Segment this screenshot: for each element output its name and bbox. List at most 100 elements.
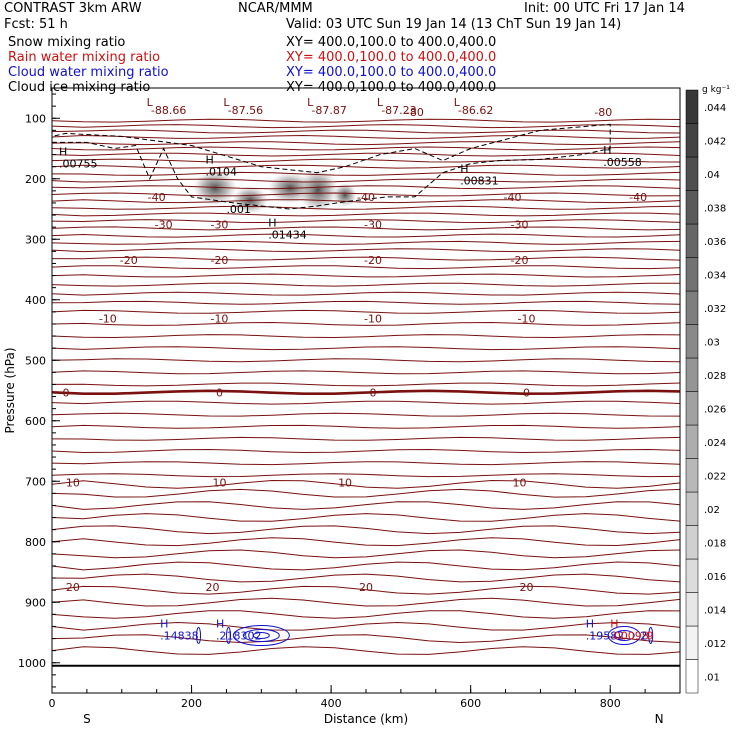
legend-rain-label: Rain water mixing ratio bbox=[8, 50, 161, 65]
temp-label-6-0: 10 bbox=[66, 476, 80, 489]
legend-snow-xy: XY= 400.0,100.0 to 400.0,400.0 bbox=[286, 35, 497, 50]
temp-contour-25 bbox=[51, 291, 681, 296]
x-end-label-north: N bbox=[655, 712, 664, 726]
temp-contour-4 bbox=[51, 141, 681, 146]
y-tick-label-5: 600 bbox=[25, 415, 46, 428]
max-letter-9: H bbox=[610, 618, 618, 631]
temp-label-4-0: -10 bbox=[99, 313, 117, 326]
init-time: Init: 00 UTC Fri 17 Jan 14 bbox=[524, 1, 685, 16]
temp-label-3-1: -20 bbox=[210, 254, 228, 267]
cloud-water-contour-2 bbox=[252, 632, 270, 640]
temp-label-5-1: 0 bbox=[216, 386, 223, 399]
temp-contour-39 bbox=[51, 448, 681, 454]
colorbar-tick-label-10: .03 bbox=[704, 337, 720, 348]
temp-contour-15 bbox=[51, 212, 681, 217]
y-tick-label-2: 300 bbox=[25, 233, 46, 246]
x-tick-label-3: 600 bbox=[460, 697, 481, 710]
cloud-water-contour-0 bbox=[232, 625, 290, 647]
max-letter-4: H bbox=[603, 144, 611, 157]
colorbar-tick-label-7: .024 bbox=[704, 438, 726, 449]
temp-contour-33 bbox=[51, 382, 681, 387]
min-letter-1: L bbox=[223, 96, 230, 109]
temp-contour-19 bbox=[51, 240, 681, 245]
colorbar-cell-1 bbox=[685, 625, 699, 660]
temp-contour-49 bbox=[51, 561, 681, 571]
max-value-3: .00831 bbox=[460, 175, 499, 188]
colorbar-tick-label-9: .028 bbox=[704, 371, 726, 382]
colorbar-cell-2 bbox=[685, 592, 699, 627]
temp-contour-31 bbox=[51, 358, 681, 363]
min-letter-3: L bbox=[377, 96, 384, 109]
temp-contour-21 bbox=[51, 256, 681, 261]
temp-contour-27 bbox=[51, 309, 681, 314]
temp-label-0-0: -80 bbox=[406, 106, 424, 119]
colorbar-cell-3 bbox=[685, 558, 699, 593]
cloud-water-contour-1 bbox=[242, 629, 280, 643]
colorbar: .01 .012 .014 .016 .018 .02 .022 .024 .026 .028 .0… bbox=[685, 85, 730, 694]
colorbar-cell-5 bbox=[685, 491, 699, 526]
colorbar-tick-label-12: .034 bbox=[704, 270, 726, 281]
temp-label-5-2: 0 bbox=[369, 386, 376, 399]
temp-contour-7 bbox=[51, 158, 681, 163]
max-value-6: .14838 bbox=[160, 630, 199, 643]
temp-contour-30 bbox=[51, 346, 681, 351]
temp-contour-44 bbox=[51, 501, 681, 510]
temp-label-6-1: 10 bbox=[212, 476, 226, 489]
colorbar-tick-label-14: .038 bbox=[704, 203, 726, 214]
min-value-3: -87.23 bbox=[381, 104, 416, 117]
colorbar-cell-9 bbox=[685, 357, 699, 392]
temp-contour-10 bbox=[51, 178, 681, 183]
temp-contour-18 bbox=[51, 233, 681, 238]
temperature-contours bbox=[51, 118, 681, 655]
colorbar-tick-label-15: .04 bbox=[704, 170, 720, 181]
x-tick-label-0: 0 bbox=[49, 697, 56, 710]
temp-contour-53 bbox=[51, 610, 681, 619]
max-letter-8: H bbox=[586, 618, 594, 631]
y-tick-label-6: 700 bbox=[25, 475, 46, 488]
temp-contour-22 bbox=[51, 265, 681, 270]
max-value-7: .218302 bbox=[216, 630, 262, 643]
y-axis-title: Pressure (hPa) bbox=[3, 347, 17, 433]
temp-label-2-3: -30 bbox=[511, 219, 529, 232]
max-value-4: .00558 bbox=[603, 156, 642, 169]
colorbar-tick-label-13: .036 bbox=[704, 237, 726, 248]
cloud-water-cell-2 bbox=[648, 627, 654, 645]
max-value-5: .001 bbox=[226, 203, 251, 216]
temp-label-2-0: -30 bbox=[155, 219, 173, 232]
temp-label-1-1: -40 bbox=[357, 191, 375, 204]
x-tick-label-2: 400 bbox=[321, 697, 342, 710]
legend-cloud-water-xy: XY= 400.0,100.0 to 400.0,400.0 bbox=[286, 65, 497, 80]
colorbar-cell-17 bbox=[685, 89, 699, 124]
colorbar-cell-10 bbox=[685, 324, 699, 359]
temp-label-4-2: -10 bbox=[364, 313, 382, 326]
max-value-0: .00755 bbox=[59, 158, 98, 171]
temp-contour-11 bbox=[51, 185, 681, 190]
colorbar-tick-label-1: .012 bbox=[704, 639, 726, 650]
temp-contour-43 bbox=[51, 488, 681, 498]
temp-contour-32 bbox=[51, 370, 681, 375]
max-letter-6: H bbox=[160, 618, 168, 631]
temp-contour-29 bbox=[51, 334, 681, 339]
temp-contour-0 bbox=[51, 118, 681, 123]
max-letter-0: H bbox=[59, 146, 67, 159]
colorbar-cell-0 bbox=[685, 659, 699, 694]
temp-contour-28 bbox=[51, 321, 681, 326]
temp-label-1-0: -40 bbox=[148, 191, 166, 204]
forecast-hour: Fcst: 51 h bbox=[4, 17, 68, 32]
temp-label-7-1: 20 bbox=[205, 581, 219, 594]
temp-label-2-2: -30 bbox=[364, 219, 382, 232]
cloud-water-cell-1 bbox=[226, 627, 232, 645]
y-tick-label-4: 500 bbox=[25, 354, 46, 367]
temp-label-3-0: -20 bbox=[120, 254, 138, 267]
y-tick-label-3: 400 bbox=[25, 294, 46, 307]
temp-label-4-1: -10 bbox=[210, 313, 228, 326]
legend-snow-label: Snow mixing ratio bbox=[8, 35, 126, 50]
max-letter-3: H bbox=[460, 163, 468, 176]
temp-contour-8 bbox=[51, 164, 681, 169]
temp-contour-51 bbox=[51, 585, 681, 595]
x-axis-title: Distance (km) bbox=[324, 712, 408, 726]
x-tick-label-1: 200 bbox=[181, 697, 202, 710]
temp-contour-16 bbox=[51, 219, 681, 224]
temp-contour-38 bbox=[51, 436, 681, 441]
y-tick-label-9: 1000 bbox=[18, 657, 46, 670]
